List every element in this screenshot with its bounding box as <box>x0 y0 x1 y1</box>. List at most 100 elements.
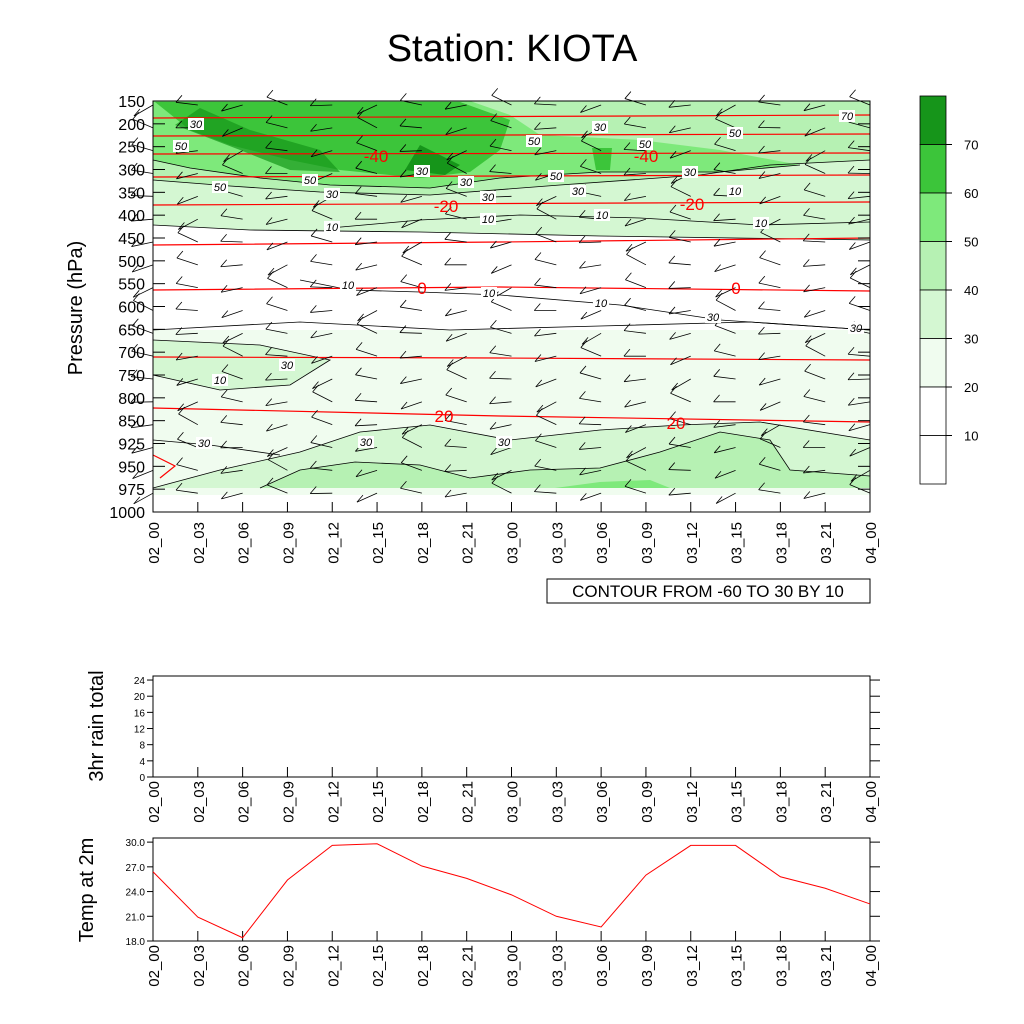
wind-barb-shaft <box>310 310 333 313</box>
wind-barb-shaft <box>579 372 602 380</box>
wind-barb-shaft <box>758 355 781 361</box>
wind-barb-shaft <box>713 169 736 174</box>
wind-barb-flag <box>624 399 631 408</box>
wind-barb-shaft <box>760 231 781 243</box>
contour-label-bg <box>458 176 474 188</box>
pressure-tick-label: 975 <box>118 482 145 499</box>
wind-barb-shaft <box>669 211 691 220</box>
wind-barb-flag <box>805 338 813 347</box>
wind-barb-flag <box>534 354 542 362</box>
wind-barb-shaft <box>132 469 154 479</box>
contour-label: 30 <box>482 192 495 204</box>
pressure-tick-label: 1000 <box>109 505 145 522</box>
wind-barb-flag <box>310 460 317 469</box>
wind-barb-flag <box>850 474 858 482</box>
wind-barb-shaft <box>130 195 154 197</box>
contour-label-bg <box>637 138 653 150</box>
wind-barb-flag <box>489 345 497 353</box>
wind-barb-flag <box>357 110 364 118</box>
wind-barb-shaft <box>534 465 557 471</box>
wind-barb-shaft <box>176 283 198 289</box>
wind-barb-flag <box>803 103 811 111</box>
contour-label-bg <box>279 359 295 371</box>
wind-barb-flag <box>580 105 587 113</box>
wind-barb-flag <box>355 469 363 478</box>
wind-barb-flag <box>356 135 363 144</box>
wind-barb-shaft <box>175 101 198 106</box>
wind-barb-shaft <box>310 467 333 471</box>
wind-barb-shaft <box>444 469 467 472</box>
pressure-tick-label: 200 <box>118 117 145 134</box>
wind-barb-flag <box>220 284 228 293</box>
wind-barb-shaft <box>399 355 422 359</box>
wind-barb-shaft <box>850 264 871 276</box>
wind-barb-shaft <box>265 401 288 407</box>
contour-label-bg <box>848 322 864 334</box>
wind-barb-flag <box>444 464 452 472</box>
wind-barb-shaft <box>670 355 691 366</box>
contour-label: 50 <box>729 128 742 140</box>
wind-barb-flag <box>267 449 274 457</box>
wind-barb-flag <box>355 342 363 350</box>
x-tick-label: 02_21 <box>460 781 477 823</box>
wind-barb-flag <box>758 457 766 465</box>
wind-barb-flag <box>715 292 723 301</box>
wind-barb-flag <box>446 362 454 370</box>
bin-70-plus-a <box>175 108 340 172</box>
wind-barb-flag <box>446 155 454 164</box>
wind-barb-shaft <box>534 103 557 106</box>
wind-barb-shaft <box>534 355 557 362</box>
wind-barb-shaft <box>444 287 467 291</box>
wind-barb-flag <box>623 116 631 125</box>
wind-barb-shaft <box>848 195 871 200</box>
wind-barb-shaft <box>355 374 378 380</box>
wind-barb-flag <box>847 140 855 148</box>
x-tick-label: 03_03 <box>549 781 566 823</box>
wind-barb-shaft <box>266 424 288 432</box>
wind-barb-shaft <box>445 420 467 426</box>
wind-barb-flag <box>265 372 272 381</box>
wind-barb-shaft <box>804 189 826 197</box>
wind-barb-shaft <box>399 332 422 334</box>
wind-barb-flag <box>222 157 229 166</box>
pressure-axis-label: Pressure (hPa) <box>65 241 87 376</box>
wind-barb-flag <box>536 408 543 416</box>
wind-barb-flag <box>713 213 720 221</box>
wind-barb-shaft <box>759 463 781 471</box>
contour-label-bg <box>173 140 189 152</box>
contour-label-bg <box>481 287 497 299</box>
wind-barb-flag <box>536 201 544 210</box>
contour-line <box>259 431 871 489</box>
wind-barb-shaft <box>356 142 378 152</box>
wind-barb-flag <box>489 164 496 172</box>
pressure-tick-label: 250 <box>118 140 145 157</box>
wind-barb-flag <box>534 122 541 130</box>
wind-barb-shaft <box>670 186 691 197</box>
wind-barb-flag <box>535 226 543 235</box>
wind-barb-flag <box>176 457 183 465</box>
wind-barb-shaft <box>355 241 378 246</box>
contour-label-bg <box>340 279 356 291</box>
wind-barb-flag <box>624 479 632 487</box>
contour-label-bg <box>839 110 855 122</box>
wind-barb-shaft <box>310 235 333 243</box>
wind-barb-flag <box>802 233 810 242</box>
x-tick-label: 03_15 <box>729 945 746 987</box>
temp-contour-line <box>152 356 871 361</box>
wind-barb-flag <box>669 204 677 213</box>
x-tick-label: 03_15 <box>729 781 746 823</box>
wind-barb-flag <box>802 259 810 267</box>
wind-barb-shaft <box>131 350 154 357</box>
pressure-axis: 1502002503003504004505005506006507007508… <box>109 94 870 522</box>
wind-barb-shaft <box>758 282 781 289</box>
wind-barb-shaft <box>803 264 826 267</box>
temp-contour-line <box>152 114 871 119</box>
wind-barb-flag <box>132 111 140 120</box>
wind-barb-flag <box>759 403 767 411</box>
wind-barb-shaft <box>220 469 243 474</box>
wind-barb-flag <box>847 372 855 381</box>
wind-barb-shaft <box>311 416 333 426</box>
wind-barb-shaft <box>534 284 557 289</box>
wind-barb-flag <box>626 450 633 459</box>
